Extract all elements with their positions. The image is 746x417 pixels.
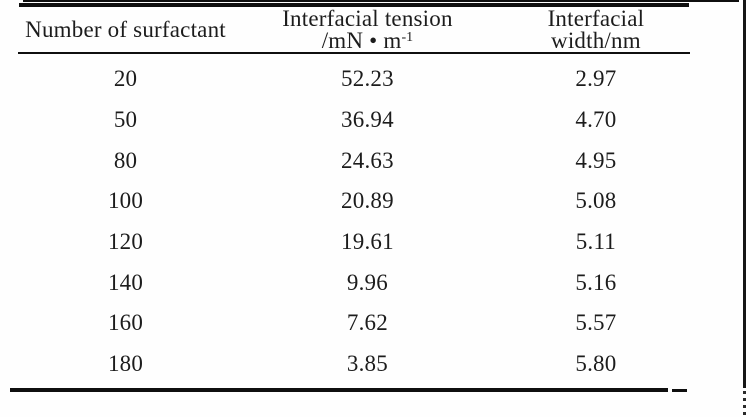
cell-interfacial-tension: 7.62 — [346, 310, 388, 336]
header-interfacial-width: Interfacial width/nm — [502, 5, 690, 53]
cell-surfactant-count: 80 — [113, 147, 138, 173]
cell-surfactant-count: 100 — [107, 188, 144, 214]
table-row: 50 36.94 4.70 — [18, 100, 690, 141]
cell-surfactant-count: 140 — [107, 269, 144, 295]
cell-interfacial-width: 5.80 — [575, 351, 617, 377]
header-col1-label: Number of surfactant — [25, 16, 226, 42]
cell-interfacial-tension: 36.94 — [341, 107, 394, 133]
bottom-rule — [10, 388, 668, 392]
cell-surfactant-count: 50 — [113, 107, 138, 133]
table-body: 20 52.23 2.97 50 36.94 4.70 80 24.63 4.9… — [18, 59, 690, 385]
cell-interfacial-width: 5.57 — [575, 310, 617, 336]
top-thick-rule — [19, 3, 689, 7]
table-row: 80 24.63 4.95 — [18, 140, 690, 181]
cell-interfacial-width: 4.70 — [575, 107, 617, 133]
cell-surfactant-count: 160 — [107, 310, 144, 336]
table-row: 140 9.96 5.16 — [18, 262, 690, 303]
scan-edge-line-dashed — [743, 391, 746, 417]
header-col3-line2: width/nm — [551, 27, 641, 53]
cell-interfacial-width: 4.95 — [575, 147, 617, 173]
cell-interfacial-tension: 19.61 — [341, 229, 394, 255]
unit-superscript: -1 — [401, 29, 414, 45]
bottom-rule-segment — [672, 389, 687, 392]
cell-interfacial-tension: 9.96 — [346, 269, 388, 295]
cell-interfacial-tension: 24.63 — [341, 147, 394, 173]
cell-interfacial-width: 2.97 — [575, 66, 617, 92]
header-number-of-surfactant: Number of surfactant — [18, 16, 233, 42]
cell-interfacial-width: 5.08 — [575, 188, 617, 214]
top-thin-rule — [23, 0, 739, 2]
scan-edge-line — [743, 0, 746, 388]
cell-interfacial-tension: 20.89 — [341, 188, 394, 214]
cell-surfactant-count: 180 — [107, 351, 144, 377]
table-row: 180 3.85 5.80 — [18, 344, 690, 385]
header-col3-line1: Interfacial — [547, 5, 645, 31]
cell-interfacial-tension: 52.23 — [341, 66, 394, 92]
table-row: 100 20.89 5.08 — [18, 181, 690, 222]
cell-interfacial-width: 5.11 — [575, 229, 616, 255]
header-bottom-rule — [18, 52, 690, 54]
cell-surfactant-count: 20 — [113, 66, 138, 92]
cell-interfacial-tension: 3.85 — [346, 351, 388, 377]
header-col2-line1: Interfacial tension — [282, 5, 453, 31]
table-row: 120 19.61 5.11 — [18, 222, 690, 263]
table-row: 20 52.23 2.97 — [18, 59, 690, 100]
table-header-row: Number of surfactant Interfacial tension… — [18, 7, 690, 52]
table-row: 160 7.62 5.57 — [18, 303, 690, 344]
cell-interfacial-width: 5.16 — [575, 269, 617, 295]
cell-surfactant-count: 120 — [107, 229, 144, 255]
header-col2-unit: /mN • m-1 — [321, 27, 414, 53]
header-interfacial-tension: Interfacial tension /mN • m-1 — [233, 5, 502, 53]
